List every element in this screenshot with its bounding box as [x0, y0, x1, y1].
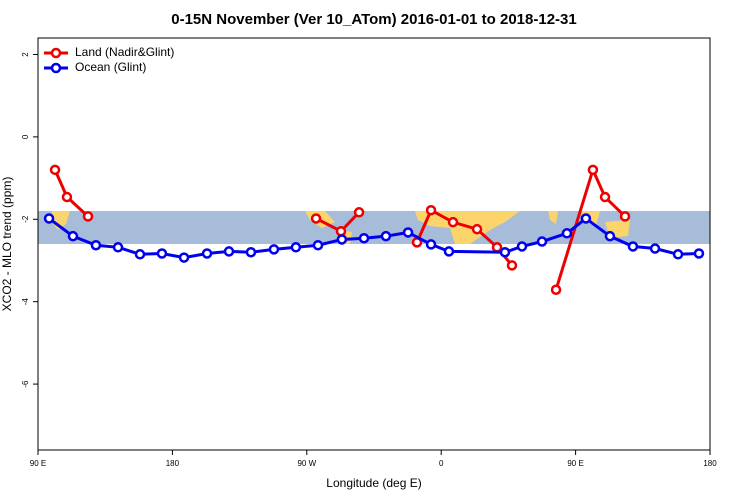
point [380, 230, 392, 242]
y-tick-label: 2 [21, 52, 30, 57]
point [550, 284, 562, 295]
point [223, 246, 235, 257]
point [290, 242, 302, 253]
point [112, 242, 124, 253]
y-tick-label: 0 [21, 134, 30, 139]
point [49, 164, 61, 176]
point [471, 223, 483, 235]
point [312, 239, 324, 251]
point [536, 236, 548, 247]
point [358, 232, 370, 244]
y-tick-label: -4 [21, 298, 30, 306]
point [353, 207, 365, 218]
point [587, 164, 599, 176]
point [61, 191, 73, 203]
point [425, 239, 437, 250]
point [335, 225, 347, 237]
point [268, 244, 280, 255]
point [491, 242, 503, 253]
legend-label: Ocean (Glint) [75, 60, 146, 74]
point [627, 241, 639, 252]
point [649, 243, 661, 254]
point [43, 213, 55, 224]
point [425, 204, 437, 216]
point [499, 246, 511, 258]
point [156, 248, 168, 259]
point [619, 211, 631, 222]
point [580, 213, 592, 224]
plot-frame [37, 37, 711, 451]
chart-title: 0-15N November (Ver 10_ATom) 2016-01-01 … [171, 11, 576, 28]
x-tick-label: 180 [166, 459, 180, 468]
x-tick-label: 90 E [30, 459, 46, 468]
legend-label: Land (Nadir&Glint) [75, 45, 174, 59]
point [90, 239, 102, 251]
point [67, 230, 79, 242]
legend-marker [50, 47, 62, 59]
point [599, 191, 611, 203]
point [245, 246, 257, 258]
legend-marker [50, 62, 62, 74]
y-tick-label: -2 [21, 215, 30, 223]
point [443, 246, 455, 257]
point [82, 211, 94, 222]
point [672, 249, 684, 260]
point [178, 252, 190, 263]
point [336, 234, 348, 245]
point [516, 241, 528, 252]
point [506, 260, 518, 271]
x-tick-label: 90 W [297, 459, 316, 468]
point [310, 213, 322, 224]
x-tick-label: 180 [703, 459, 717, 468]
x-tick-label: 90 E [567, 459, 583, 468]
x-tick-label: 0 [439, 459, 444, 468]
point [604, 230, 616, 242]
y-axis-label: XCO2 - MLO trend (ppm) [0, 177, 14, 312]
y-tick-label: -6 [21, 380, 30, 388]
point [402, 227, 414, 238]
point [693, 248, 705, 259]
point [447, 216, 459, 228]
point [134, 249, 146, 260]
x-axis-label: Longitude (deg E) [326, 476, 421, 490]
point [201, 248, 213, 259]
point [561, 228, 573, 239]
